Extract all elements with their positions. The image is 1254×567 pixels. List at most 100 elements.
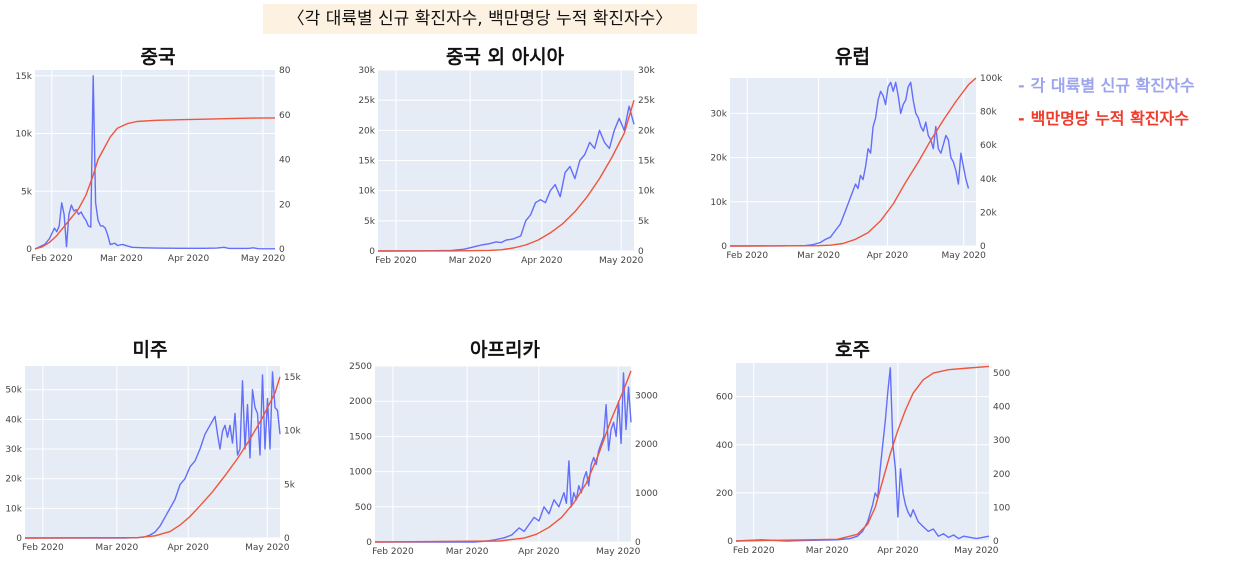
y-left-tick-label: 600	[716, 393, 733, 403]
y-left-tick-label: 400	[716, 441, 733, 451]
y-right-tick-label: 0	[980, 242, 986, 252]
x-tick-label: Mar 2020	[100, 254, 143, 264]
y-left-tick-label: 1000	[349, 468, 372, 478]
x-tick-label: May 2020	[599, 256, 644, 266]
chart-title: 중국	[140, 46, 176, 68]
x-tick-label: Apr 2020	[168, 254, 210, 264]
y-right-tick-label: 100k	[980, 74, 1003, 84]
y-left-tick-label: 20k	[358, 126, 375, 136]
y-right-tick-label: 25k	[638, 96, 655, 106]
y-left-tick-label: 50k	[5, 386, 22, 396]
y-left-tick-label: 25k	[358, 96, 375, 106]
x-tick-label: May 2020	[954, 546, 999, 556]
y-right-tick-label: 0	[993, 537, 999, 547]
chart-4: 미주 Feb 2020 Mar 2020 Apr 2020 May 2020 0 10k 20…	[0, 333, 301, 565]
y-right-tick-label: 15k	[284, 373, 301, 383]
x-tick-label: May 2020	[596, 547, 641, 557]
y-left-tick-label: 0	[721, 242, 727, 252]
y-left-tick-label: 0	[16, 534, 22, 544]
legend-cumulative-label: 백만명당 누적 확진자수	[1030, 109, 1189, 128]
series-line-cumulative	[735, 365, 990, 542]
plot-area	[375, 366, 631, 542]
chart-title: 아프리카	[470, 339, 540, 361]
y-right-tick-label: 3000	[635, 391, 658, 401]
chart-svg: Feb 2020 Mar 2020 Apr 2020 May 202002004006…	[716, 363, 1010, 556]
series-line-cumulative	[374, 370, 632, 543]
x-tick-label: Feb 2020	[22, 543, 64, 553]
chart-5: 아프리카 Feb 2020 Mar 2020 Apr 2020 May 2020 0 500…	[345, 333, 665, 565]
y-right-tick-label: 0	[284, 534, 290, 544]
y-right-tick-label: 5k	[284, 480, 296, 490]
y-left-tick-label: 30k	[710, 109, 727, 119]
legend-dash: -	[1018, 109, 1025, 128]
y-right-tick-label: 0	[279, 245, 285, 255]
y-left-tick-label: 10k	[5, 504, 22, 514]
y-left-tick-label: 30k	[5, 445, 22, 455]
legend-dash: -	[1018, 76, 1025, 95]
y-right-tick-label: 10k	[284, 427, 301, 437]
y-left-tick-label: 1500	[349, 432, 372, 442]
y-left-tick-label: 0	[26, 245, 32, 255]
series-line-new-cases	[729, 81, 970, 247]
y-right-tick-label: 500	[993, 369, 1010, 379]
y-right-tick-label: 2000	[635, 440, 658, 450]
plot-area	[730, 78, 976, 246]
series-line-new-cases	[377, 105, 635, 252]
chart-3: 유럽 Feb 2020 Mar 2020 Apr 2020 May 2020 0 10k 20…	[700, 40, 1005, 270]
x-tick-label: Mar 2020	[806, 546, 849, 556]
chart-title: 호주	[835, 339, 870, 361]
x-tick-label: Apr 2020	[877, 546, 919, 556]
y-right-tick-label: 30k	[638, 66, 655, 76]
y-left-tick-label: 2000	[349, 397, 372, 407]
y-left-tick-label: 0	[727, 537, 733, 547]
chart-svg: Feb 2020 Mar 2020 Apr 2020 May 2020010k20k3…	[710, 74, 1003, 261]
x-tick-label: Mar 2020	[797, 251, 840, 261]
y-left-tick-label: 30k	[358, 66, 375, 76]
x-tick-label: Mar 2020	[449, 256, 492, 266]
y-left-tick-label: 500	[355, 503, 372, 513]
x-tick-label: May 2020	[241, 254, 286, 264]
y-right-tick-label: 10k	[638, 187, 655, 197]
y-right-tick-label: 0	[638, 247, 644, 257]
x-tick-label: May 2020	[942, 251, 987, 261]
y-right-tick-label: 60k	[980, 141, 997, 151]
y-left-tick-label: 20k	[710, 154, 727, 164]
x-tick-label: Feb 2020	[31, 254, 73, 264]
y-left-tick-label: 15k	[15, 72, 32, 82]
x-tick-label: Mar 2020	[446, 547, 489, 557]
y-right-tick-label: 40k	[980, 175, 997, 185]
chart-svg: Feb 2020 Mar 2020 Apr 2020 May 202005001000…	[349, 362, 658, 557]
legend-new-cases-label: 각 대륙별 신규 확진자수	[1030, 76, 1195, 95]
x-tick-label: Apr 2020	[521, 256, 563, 266]
x-tick-label: Apr 2020	[518, 547, 560, 557]
series-line-cumulative	[34, 117, 276, 250]
y-left-tick-label: 20k	[5, 475, 22, 485]
y-left-tick-label: 5k	[21, 187, 33, 197]
y-left-tick-label: 0	[366, 538, 372, 548]
chart-2: 중국 외 아시아 Feb 2020 Mar 2020 Apr 2020 May 2020…	[345, 40, 665, 270]
x-tick-label: Mar 2020	[95, 543, 138, 553]
x-tick-label: Feb 2020	[372, 547, 414, 557]
series-line-new-cases	[25, 371, 281, 539]
y-left-tick-label: 10k	[15, 130, 32, 140]
chart-svg: Feb 2020 Mar 2020 Apr 2020 May 202005k10k15…	[15, 66, 291, 264]
y-right-tick-label: 60	[279, 111, 291, 121]
y-right-tick-label: 15k	[638, 157, 655, 167]
y-right-tick-label: 400	[993, 403, 1010, 413]
y-left-tick-label: 0	[369, 247, 375, 257]
y-left-tick-label: 10k	[710, 198, 727, 208]
y-right-tick-label: 0	[635, 538, 641, 548]
chart-title: 유럽	[835, 46, 870, 68]
chart-1: 중국 Feb 2020 Mar 2020 Apr 2020 May 2020 0 5k 10k…	[8, 40, 308, 270]
y-right-tick-label: 5k	[638, 217, 650, 227]
y-right-tick-label: 300	[993, 436, 1010, 446]
y-right-tick-label: 20	[279, 200, 291, 210]
y-left-tick-label: 15k	[358, 157, 375, 167]
x-tick-label: May 2020	[245, 543, 290, 553]
chart-svg: Feb 2020 Mar 2020 Apr 2020 May 202005k10k15…	[358, 66, 655, 266]
chart-6: 호주 Feb 2020 Mar 2020 Apr 2020 May 2020 0 200 40…	[700, 333, 1011, 565]
series-line-cumulative	[377, 100, 635, 252]
y-right-tick-label: 200	[993, 470, 1010, 480]
plot-area	[35, 70, 275, 249]
series-line-new-cases	[735, 367, 990, 542]
